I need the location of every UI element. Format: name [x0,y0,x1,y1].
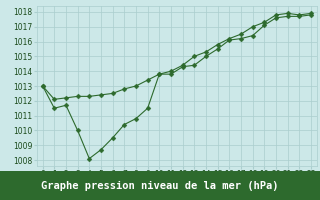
Text: Graphe pression niveau de la mer (hPa): Graphe pression niveau de la mer (hPa) [41,180,279,191]
